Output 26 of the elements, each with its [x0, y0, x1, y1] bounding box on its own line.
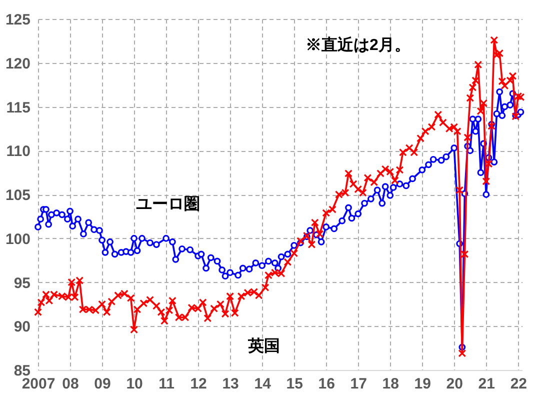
x-tick-label: 19	[414, 376, 431, 392]
series-label: 英国	[247, 337, 280, 355]
y-tick-label: 90	[14, 318, 30, 336]
series-label: ユーロ圏	[136, 196, 200, 213]
x-tick-label: 10	[126, 376, 143, 392]
y-tick-label: 95	[14, 274, 30, 292]
x-tick-label: 15	[286, 376, 303, 392]
x-tick-label: 20	[446, 376, 463, 392]
x-tick-label: 13	[222, 376, 239, 392]
x-tick-label: 12	[190, 376, 207, 392]
x-tick-label: 08	[62, 376, 79, 392]
x-tick-label: 16	[318, 376, 335, 392]
annotation: ※直近は2月。	[306, 36, 410, 54]
x-tick-label: 14	[254, 376, 272, 392]
y-tick-label: 115	[6, 99, 30, 116]
y-tick-label: 120	[5, 55, 30, 72]
y-tick-label: 105	[5, 187, 30, 204]
y-tick-label: 125	[5, 12, 30, 28]
x-tick-label: 09	[94, 376, 111, 392]
x-tick-label: 21	[478, 376, 495, 392]
x-tick-label: 18	[382, 376, 399, 392]
x-tick-label: 22	[510, 376, 527, 392]
x-tick-label: 11	[158, 376, 174, 392]
y-tick-label: 110	[6, 143, 30, 160]
y-tick-label: 100	[5, 230, 30, 248]
x-tick-label: 17	[350, 376, 367, 392]
